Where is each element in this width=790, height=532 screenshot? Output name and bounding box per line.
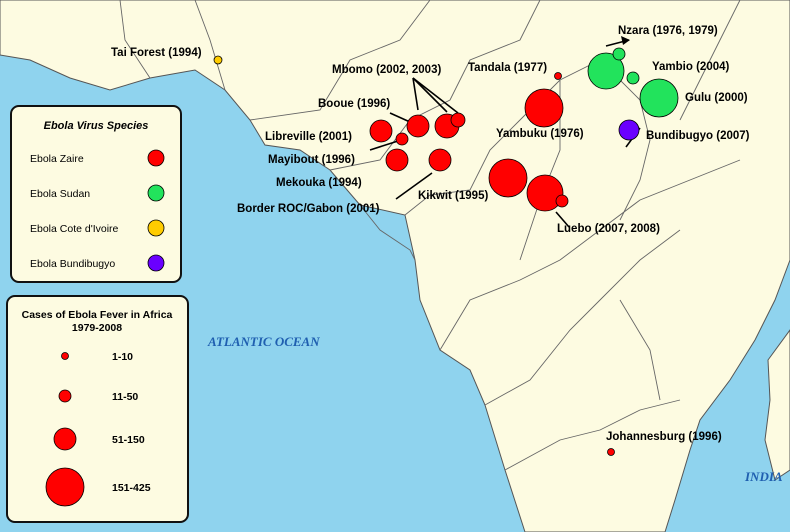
label-luebo: Luebo (2007, 2008) [557,223,660,235]
outbreak-labels: Tai Forest (1994) Mbomo (2002, 2003) Boo… [111,25,750,443]
legend-item-cote-divoire-label: Ebola Cote d'Ivoire [30,223,119,235]
mayibout-marker [395,132,409,146]
nzara-marker [587,52,625,90]
cases-legend-box [6,295,189,523]
label-bundibugyo: Bundibugyo (2007) [646,130,750,142]
label-tai-forest: Tai Forest (1994) [111,47,202,59]
cases-legend-label-4: 151-425 [112,482,151,494]
mekouka-marker [385,148,409,172]
label-yambuku: Yambuku (1976) [496,128,584,140]
tandala-marker [554,72,562,80]
label-nzara: Nzara (1976, 1979) [618,25,718,37]
madagascar-landmass [764,329,790,481]
outbreak-circles [213,47,679,456]
species-legend: Ebola Virus Species Ebola Zaire Ebola Su… [10,105,182,283]
luebo-marker [526,174,564,212]
luebo-marker-2 [555,194,569,208]
cases-legend-swatch-3 [53,427,77,451]
johannesburg-marker [607,448,615,456]
mbomo-marker-2 [450,112,466,128]
tai-forest-marker [213,55,223,65]
label-border-roc-gabon: Border ROC/Gabon (2001) [237,203,380,215]
cases-legend-title-line1: Cases of Ebola Fever in Africa [22,309,173,321]
species-legend-box [10,105,182,283]
label-mbomo: Mbomo (2002, 2003) [332,64,441,76]
booue-marker [406,114,430,138]
cases-legend-label-2: 11-50 [112,391,138,403]
legend-item-sudan-swatch [147,184,165,202]
nzara-arrowhead [621,36,630,45]
legend-item-zaire-swatch [147,149,165,167]
cases-legend: Cases of Ebola Fever in Africa 1979-2008… [6,295,189,523]
legend-item-sudan-label: Ebola Sudan [30,188,90,200]
cases-legend-label-3: 51-150 [112,434,145,446]
cases-legend-label-1: 1-10 [112,351,133,363]
yambuku-marker [524,88,564,128]
cases-legend-swatch-2 [58,389,72,403]
label-booue: Booue (1996) [318,98,390,110]
label-kikwit: Kikwit (1995) [418,190,488,202]
label-mekouka: Mekouka (1994) [276,177,362,189]
legend-item-zaire-label: Ebola Zaire [30,153,84,165]
libreville-marker [369,119,393,143]
leader-lines [369,39,641,228]
legend-item-bundibugyo-label: Ebola Bundibugyo [30,258,115,270]
yambio-marker [626,71,640,85]
label-libreville: Libreville (2001) [265,131,352,143]
cases-legend-swatch-1 [61,352,69,360]
kikwit-marker [488,158,528,198]
label-gulu: Gulu (2000) [685,92,748,104]
indian-ocean-label: INDIA [744,469,783,484]
label-mayibout: Mayibout (1996) [268,154,355,166]
border-roc-gabon-marker [428,148,452,172]
nzara-marker-2 [612,47,626,61]
legend-item-bundibugyo-swatch [147,254,165,272]
cases-legend-swatch-4 [45,467,85,507]
label-johannesburg: Johannesburg (1996) [606,431,722,443]
cases-legend-title-line2: 1979-2008 [72,322,122,334]
label-yambio: Yambio (2004) [652,61,730,73]
atlantic-ocean-label: ATLANTIC OCEAN [207,334,320,349]
label-tandala: Tandala (1977) [468,62,547,74]
species-legend-title: Ebola Virus Species [44,120,149,132]
bundibugyo-marker [618,119,640,141]
gulu-marker [639,78,679,118]
legend-item-cote-divoire-swatch [147,219,165,237]
